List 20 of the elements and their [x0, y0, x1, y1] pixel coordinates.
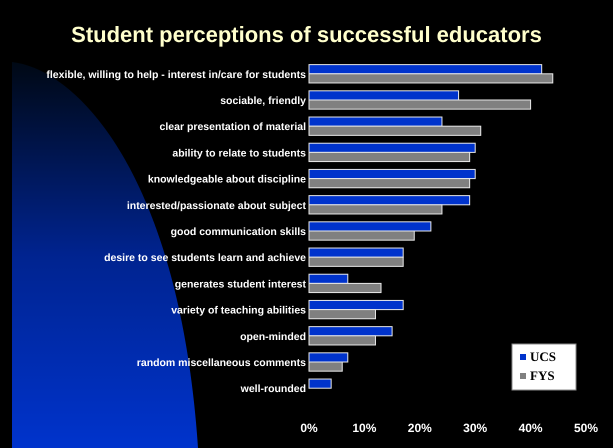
y-tick-label: knowledgeable about discipline [148, 174, 306, 186]
x-tick-label: 40% [518, 421, 543, 435]
y-tick-label: well-rounded [240, 383, 306, 396]
y-tick-label: ability to relate to students [172, 147, 306, 160]
y-tick-label: generates student interest [174, 278, 306, 290]
y-tick-label: flexible, willing to help - interest in/care for students [46, 68, 306, 81]
x-tick-label: 10% [352, 421, 377, 435]
y-tick-label: sociable, friendly [220, 94, 306, 107]
x-tick-label: 30% [463, 421, 488, 435]
legend-label: UCS [530, 349, 556, 364]
legend-label: FYS [530, 368, 555, 383]
chart-title: Student perceptions of successful educators [71, 22, 542, 47]
y-tick-label: clear presentation of material [160, 121, 306, 134]
bar [308, 378, 332, 389]
y-tick-label: open-minded [240, 330, 306, 343]
y-tick-label: interested/passionate about subject [126, 200, 306, 212]
x-tick-label: 50% [574, 421, 598, 435]
x-tick-label: 20% [408, 421, 432, 435]
x-tick-label: 0% [300, 421, 318, 435]
y-tick-label: good communication skills [170, 226, 306, 238]
